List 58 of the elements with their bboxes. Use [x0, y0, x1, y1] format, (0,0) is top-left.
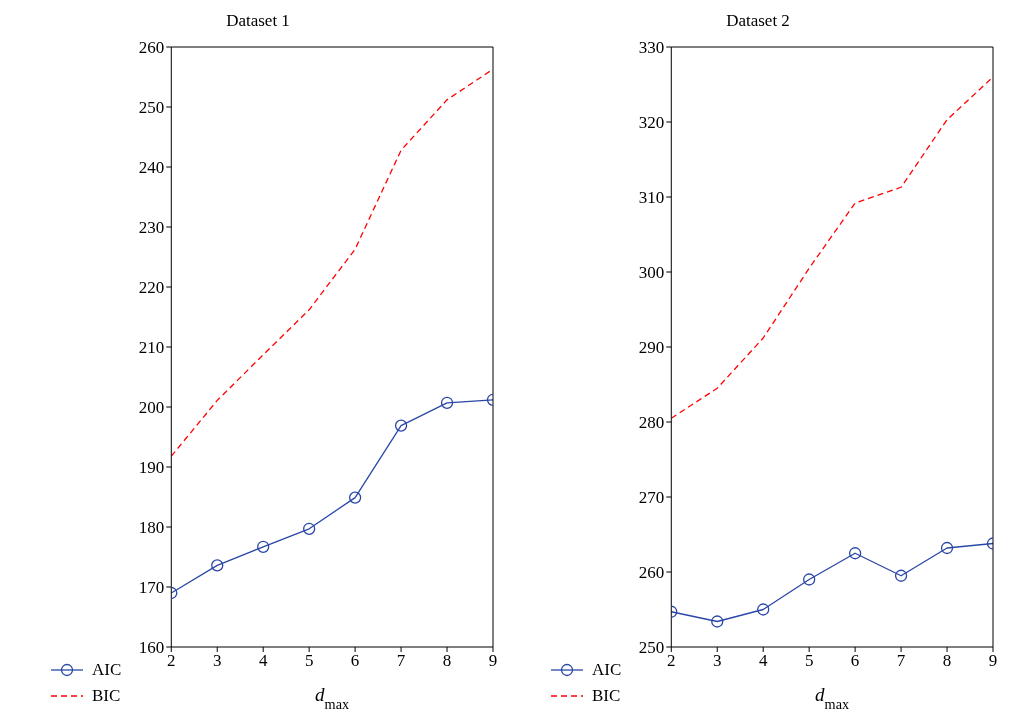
point: [440, 396, 454, 409]
x-tick-label: 4: [258, 651, 268, 671]
point: [303, 522, 316, 535]
point: [940, 541, 954, 555]
point: [848, 547, 862, 560]
x-tick-label: 6: [850, 651, 860, 671]
y-tick-label: 280: [638, 413, 665, 433]
y-tick-label: 320: [638, 113, 665, 133]
x-axis-title: d$_{max}$: [815, 684, 850, 712]
x-tick-label: 6: [350, 651, 360, 671]
x-tick-label: 2: [167, 651, 176, 671]
x-tick-label: 3: [712, 651, 722, 671]
y-tick-label: 200: [138, 398, 165, 418]
point: [348, 491, 362, 504]
y-tick-label: 250: [138, 98, 165, 118]
point: [894, 569, 908, 582]
legend-label: AIC: [592, 660, 622, 680]
y-tick-label: 230: [138, 218, 165, 238]
legend-label: BIC: [92, 686, 121, 706]
y-tick-label: 270: [638, 488, 665, 508]
y-tick-label: 190: [138, 458, 165, 478]
y-tick-label: 260: [638, 563, 665, 583]
x-tick-label: 8: [442, 651, 452, 671]
y-tick-label: 330: [638, 38, 665, 58]
chart-title: Dataset 1: [225, 10, 291, 32]
point: [394, 419, 408, 432]
x-tick-label: 7: [896, 651, 906, 671]
y-tick-label: 220: [138, 278, 165, 298]
y-tick-label: 310: [638, 188, 665, 208]
y-tick-label: 160: [138, 638, 165, 658]
y-tick-label: 180: [138, 518, 165, 538]
y-tick-label: 290: [638, 338, 665, 358]
line-series: [171, 68, 493, 457]
x-tick-label: 8: [942, 651, 952, 671]
x-tick-label: 3: [212, 651, 222, 671]
y-tick-label: 300: [638, 263, 665, 283]
y-tick-label: 210: [138, 338, 165, 358]
point: [757, 603, 770, 616]
x-tick-label: 9: [488, 651, 498, 671]
x-axis-title: d$_{max}$: [315, 684, 350, 712]
point: [711, 615, 724, 628]
x-tick-label: 2: [667, 651, 676, 671]
point: [211, 559, 224, 572]
point: [803, 573, 816, 586]
legend-label: AIC: [92, 660, 122, 680]
x-tick-label: 7: [396, 651, 406, 671]
line-series: [671, 76, 993, 419]
x-tick-label: 4: [758, 651, 768, 671]
point: [257, 540, 270, 553]
y-tick-label: 240: [138, 158, 165, 178]
x-tick-label: 9: [988, 651, 998, 671]
y-tick-label: 170: [138, 578, 165, 598]
legend-label: BIC: [592, 686, 621, 706]
x-tick-label: 5: [304, 651, 314, 671]
y-tick-label: 250: [638, 638, 665, 658]
x-tick-label: 5: [804, 651, 814, 671]
y-tick-label: 260: [138, 38, 165, 58]
chart-title: Dataset 2: [725, 10, 791, 32]
